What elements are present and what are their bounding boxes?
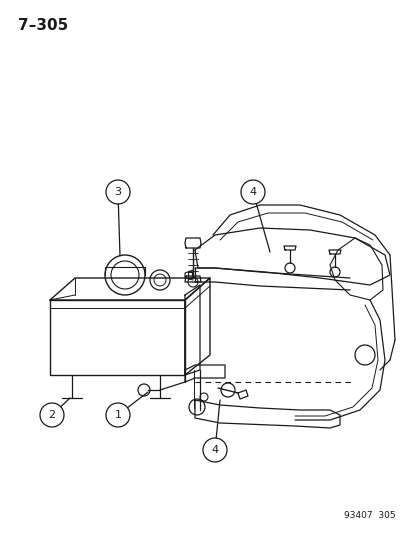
Text: 7–305: 7–305 bbox=[18, 18, 68, 33]
Text: 4: 4 bbox=[249, 187, 256, 197]
Text: 3: 3 bbox=[114, 187, 121, 197]
Text: 1: 1 bbox=[114, 410, 121, 420]
Text: 4: 4 bbox=[211, 445, 218, 455]
Text: 93407  305: 93407 305 bbox=[344, 511, 395, 520]
Text: 2: 2 bbox=[48, 410, 55, 420]
